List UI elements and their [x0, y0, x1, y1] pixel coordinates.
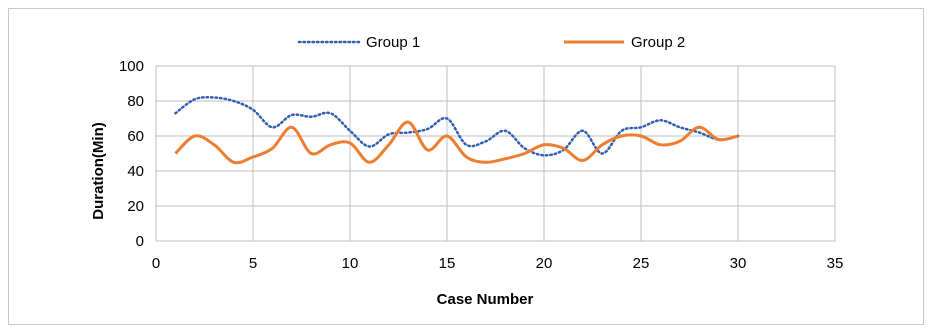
series-line-2: [174, 120, 739, 165]
y-tick-label: 40: [127, 163, 144, 180]
x-tick-label: 30: [730, 255, 747, 272]
series-line-1: [174, 95, 740, 157]
x-tick-label: 0: [152, 255, 160, 272]
x-tick-label: 20: [536, 255, 553, 272]
y-tick-label: 60: [127, 128, 144, 145]
series-2: [174, 120, 739, 165]
y-tick-label: 0: [136, 233, 144, 250]
x-tick-label: 25: [633, 255, 650, 272]
x-tick-label: 15: [439, 255, 456, 272]
legend-label: Group 1: [366, 34, 420, 51]
y-tick-label: 20: [127, 198, 144, 215]
y-axis-title: Duration(Min): [90, 122, 107, 219]
x-tick-label: 5: [249, 255, 257, 272]
legend-label: Group 2: [631, 34, 685, 51]
chart-frame: 0 20 40 60 80 100 0 5 10 15 20 25 30 35 Group 1 Group …: [8, 8, 924, 325]
legend-item-1: Group 1: [297, 34, 420, 51]
series-layer: [174, 95, 740, 165]
x-axis-title: Case Number: [437, 291, 534, 308]
grid-layer: [155, 65, 836, 242]
series-1: [174, 95, 740, 157]
legend-item-2: Group 2: [564, 34, 685, 51]
x-tick-label: 35: [827, 255, 844, 272]
tick-labels: 0 20 40 60 80 100 0 5 10 15 20 25 30 35: [119, 58, 843, 272]
y-tick-label: 100: [119, 58, 144, 75]
legend: Group 1 Group 2: [297, 34, 685, 51]
y-tick-label: 80: [127, 93, 144, 110]
x-tick-label: 10: [342, 255, 359, 272]
